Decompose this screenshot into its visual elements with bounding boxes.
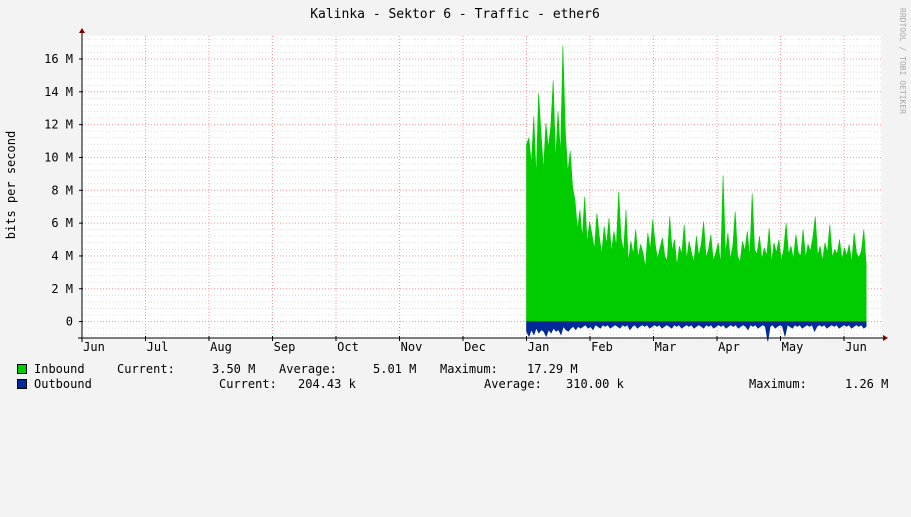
x-tick-label-11: May (782, 340, 804, 354)
chart-canvas: Kalinka - Sektor 6 - Traffic - ether6 RR… (0, 7, 911, 391)
y-axis-label: bits per second (4, 131, 18, 239)
x-tick-labels: Jun Jul Aug Sep Oct Nov Dec Jan Feb Mar Apr May Jun (83, 340, 867, 354)
legend-outbound-maximum-value: 1.26 M (845, 377, 889, 391)
y-tick-label-8: 16 M (44, 52, 73, 66)
outbound-area (526, 321, 867, 342)
x-tick-label-2: Aug (210, 340, 232, 354)
legend-inbound-average-value: 5.01 M (373, 362, 417, 376)
x-tick-label-12: Jun (845, 340, 867, 354)
x-tick-label-4: Oct (337, 340, 359, 354)
x-tick-label-5: Nov (401, 340, 423, 354)
x-tick-label-0: Jun (83, 340, 105, 354)
x-tick-label-3: Sep (274, 340, 296, 354)
chart-title: Kalinka - Sektor 6 - Traffic - ether6 (310, 7, 600, 22)
legend-inbound-maximum-value: 17.29 M (527, 362, 578, 376)
y-tick-label-4: 8 M (51, 183, 73, 197)
traffic-chart: Kalinka - Sektor 6 - Traffic - ether6 RR… (4, 7, 907, 354)
y-tick-label-3: 6 M (51, 216, 73, 230)
y-axis-arrow (79, 28, 85, 33)
legend-outbound-name: Outbound (34, 377, 92, 391)
legend-inbound-current-value: 3.50 M (212, 362, 256, 376)
legend-outbound-average-label: Average: (484, 377, 542, 391)
rrdtool-watermark: RRDTOOL / TOBI OETIKER (898, 8, 907, 114)
y-tick-label-5: 10 M (44, 150, 73, 164)
x-axis-arrow (883, 335, 888, 341)
inbound-swatch (17, 364, 27, 374)
y-tick-label-7: 14 M (44, 85, 73, 99)
legend-outbound-current-label: Current: (219, 377, 277, 391)
x-tick-label-1: Jul (147, 340, 169, 354)
legend-inbound-maximum-label: Maximum: (440, 362, 498, 376)
x-tick-label-7: Jan (528, 340, 550, 354)
legend-outbound: Outbound Current: 204.43 k Average: 310.… (0, 377, 911, 391)
legend-outbound-average-value: 310.00 k (566, 377, 624, 391)
plot-area: 0 2 M 4 M 6 M 8 M 10 M 12 M 14 M 16 M Jun Jul Aug S… (44, 28, 888, 354)
legend-inbound-current-label: Current: (117, 362, 175, 376)
x-tick-label-9: Mar (655, 340, 677, 354)
x-tick-label-8: Feb (591, 340, 613, 354)
x-tick-label-6: Dec (464, 340, 486, 354)
series-layer (526, 45, 867, 342)
legend-inbound-average-label: Average: (279, 362, 337, 376)
outbound-swatch (17, 379, 27, 389)
y-tick-labels: 0 2 M 4 M 6 M 8 M 10 M 12 M 14 M 16 M (44, 52, 73, 329)
y-tick-label-6: 12 M (44, 118, 73, 132)
legend-outbound-maximum-label: Maximum: (749, 377, 807, 391)
legend-outbound-current-value: 204.43 k (298, 377, 356, 391)
y-tick-label-2: 4 M (51, 249, 73, 263)
y-tick-label-0: 0 (66, 315, 73, 329)
legend-inbound: Inbound Current: 3.50 M Average: 5.01 M … (0, 362, 911, 376)
grid-lines (82, 36, 881, 338)
axes (78, 28, 888, 342)
x-tick-label-10: Apr (718, 340, 740, 354)
legend-inbound-name: Inbound (34, 362, 85, 376)
inbound-area (526, 45, 867, 322)
y-tick-label-1: 2 M (51, 282, 73, 296)
